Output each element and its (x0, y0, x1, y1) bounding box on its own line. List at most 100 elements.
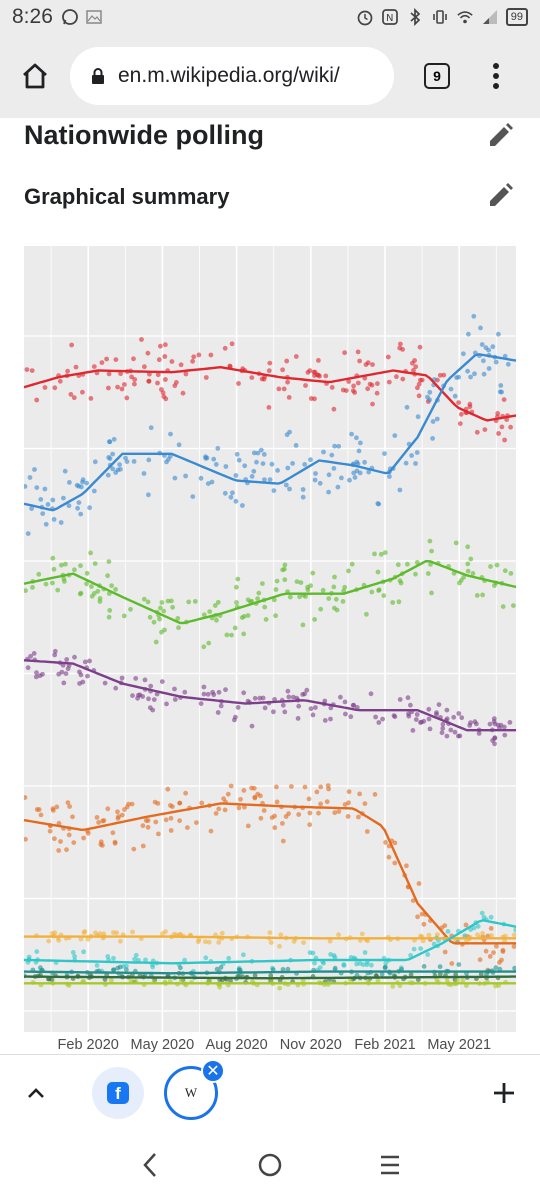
poll-point (168, 828, 174, 833)
poll-point (283, 814, 289, 819)
edit-subsection-icon[interactable] (484, 180, 516, 212)
poll-point (366, 469, 372, 475)
poll-point (201, 691, 207, 697)
poll-point (362, 459, 367, 465)
poll-point (128, 978, 134, 984)
poll-point (499, 957, 504, 963)
poll-point (285, 966, 291, 972)
tab-switcher-button[interactable]: 9 (402, 34, 472, 118)
poll-point (63, 561, 68, 567)
poll-point (298, 580, 304, 585)
poll-point (133, 952, 139, 958)
poll-point (283, 482, 289, 488)
poll-point (211, 456, 217, 462)
poll-point (67, 480, 72, 485)
poll-point (294, 579, 300, 584)
poll-point (32, 467, 37, 472)
poll-point (492, 736, 497, 741)
poll-point (474, 721, 479, 727)
poll-point (56, 671, 62, 677)
poll-point (185, 825, 190, 830)
poll-point (392, 433, 398, 438)
recents-button[interactable] (360, 1135, 420, 1195)
poll-point (486, 366, 492, 371)
poll-point (236, 381, 241, 386)
poll-point (293, 443, 299, 448)
poll-point (386, 379, 392, 385)
tab-facebook[interactable]: f (92, 1066, 144, 1119)
poll-point (394, 374, 399, 380)
poll-point (113, 357, 119, 362)
expand-tabs-button[interactable] (0, 1055, 72, 1131)
poll-point (397, 487, 403, 493)
poll-point (408, 972, 414, 978)
poll-point (289, 784, 294, 789)
poll-point (480, 931, 485, 936)
new-tab-button[interactable] (468, 1055, 540, 1131)
poll-point (199, 800, 205, 806)
poll-point (205, 691, 211, 697)
poll-point (22, 795, 28, 800)
poll-point (68, 392, 74, 397)
poll-point (351, 383, 356, 389)
poll-point (230, 490, 235, 496)
poll-point (385, 354, 391, 360)
poll-point (479, 910, 485, 916)
poll-point (362, 950, 368, 955)
poll-point (285, 379, 290, 385)
poll-point (437, 971, 443, 977)
x-tick-label: May 2020 (131, 1037, 195, 1053)
poll-point (201, 684, 207, 690)
poll-point (241, 690, 247, 696)
tab-wikipedia[interactable]: W ✕ (164, 1058, 225, 1120)
poll-point (175, 616, 181, 621)
poll-point (316, 810, 321, 816)
plot-background (24, 246, 516, 1032)
edit-section-icon[interactable] (484, 120, 516, 152)
poll-point (58, 839, 63, 844)
poll-point (225, 791, 231, 797)
poll-point (300, 494, 306, 500)
poll-point (261, 808, 267, 813)
poll-point (414, 450, 420, 455)
poll-point (43, 581, 49, 587)
poll-point (106, 385, 111, 391)
poll-point (122, 807, 127, 812)
poll-point (203, 955, 209, 961)
poll-point (462, 933, 468, 938)
home-nav-button[interactable] (240, 1135, 300, 1195)
poll-point (94, 963, 100, 968)
poll-point (478, 325, 483, 331)
poll-point (163, 817, 169, 823)
poll-point (425, 571, 431, 576)
poll-point (470, 571, 476, 576)
poll-point (232, 717, 237, 723)
back-button[interactable] (120, 1135, 180, 1195)
poll-point (280, 367, 285, 373)
poll-point (277, 943, 282, 949)
poll-point (100, 818, 106, 824)
plus-icon (494, 1082, 514, 1103)
poll-point (132, 381, 137, 387)
trend-line (24, 975, 516, 980)
poll-point (331, 466, 337, 471)
poll-point (213, 811, 219, 816)
poll-point (215, 599, 221, 605)
home-button[interactable] (0, 34, 70, 118)
poll-point (169, 598, 174, 604)
menu-button[interactable] (472, 34, 520, 118)
poll-point (34, 949, 40, 954)
poll-point (400, 376, 406, 382)
poll-point (245, 597, 251, 603)
poll-point (444, 707, 450, 713)
url-bar[interactable]: en.m.wikipedia.org/wiki/ (70, 47, 394, 105)
poll-point (508, 571, 514, 576)
poll-point (208, 828, 214, 834)
close-tab-icon[interactable]: ✕ (201, 1058, 225, 1083)
poll-point (99, 360, 105, 365)
poll-point (34, 397, 40, 403)
poll-point (397, 697, 403, 702)
poll-point (109, 583, 114, 589)
wikipedia-icon: W (184, 1084, 198, 1100)
poll-point (107, 439, 112, 445)
